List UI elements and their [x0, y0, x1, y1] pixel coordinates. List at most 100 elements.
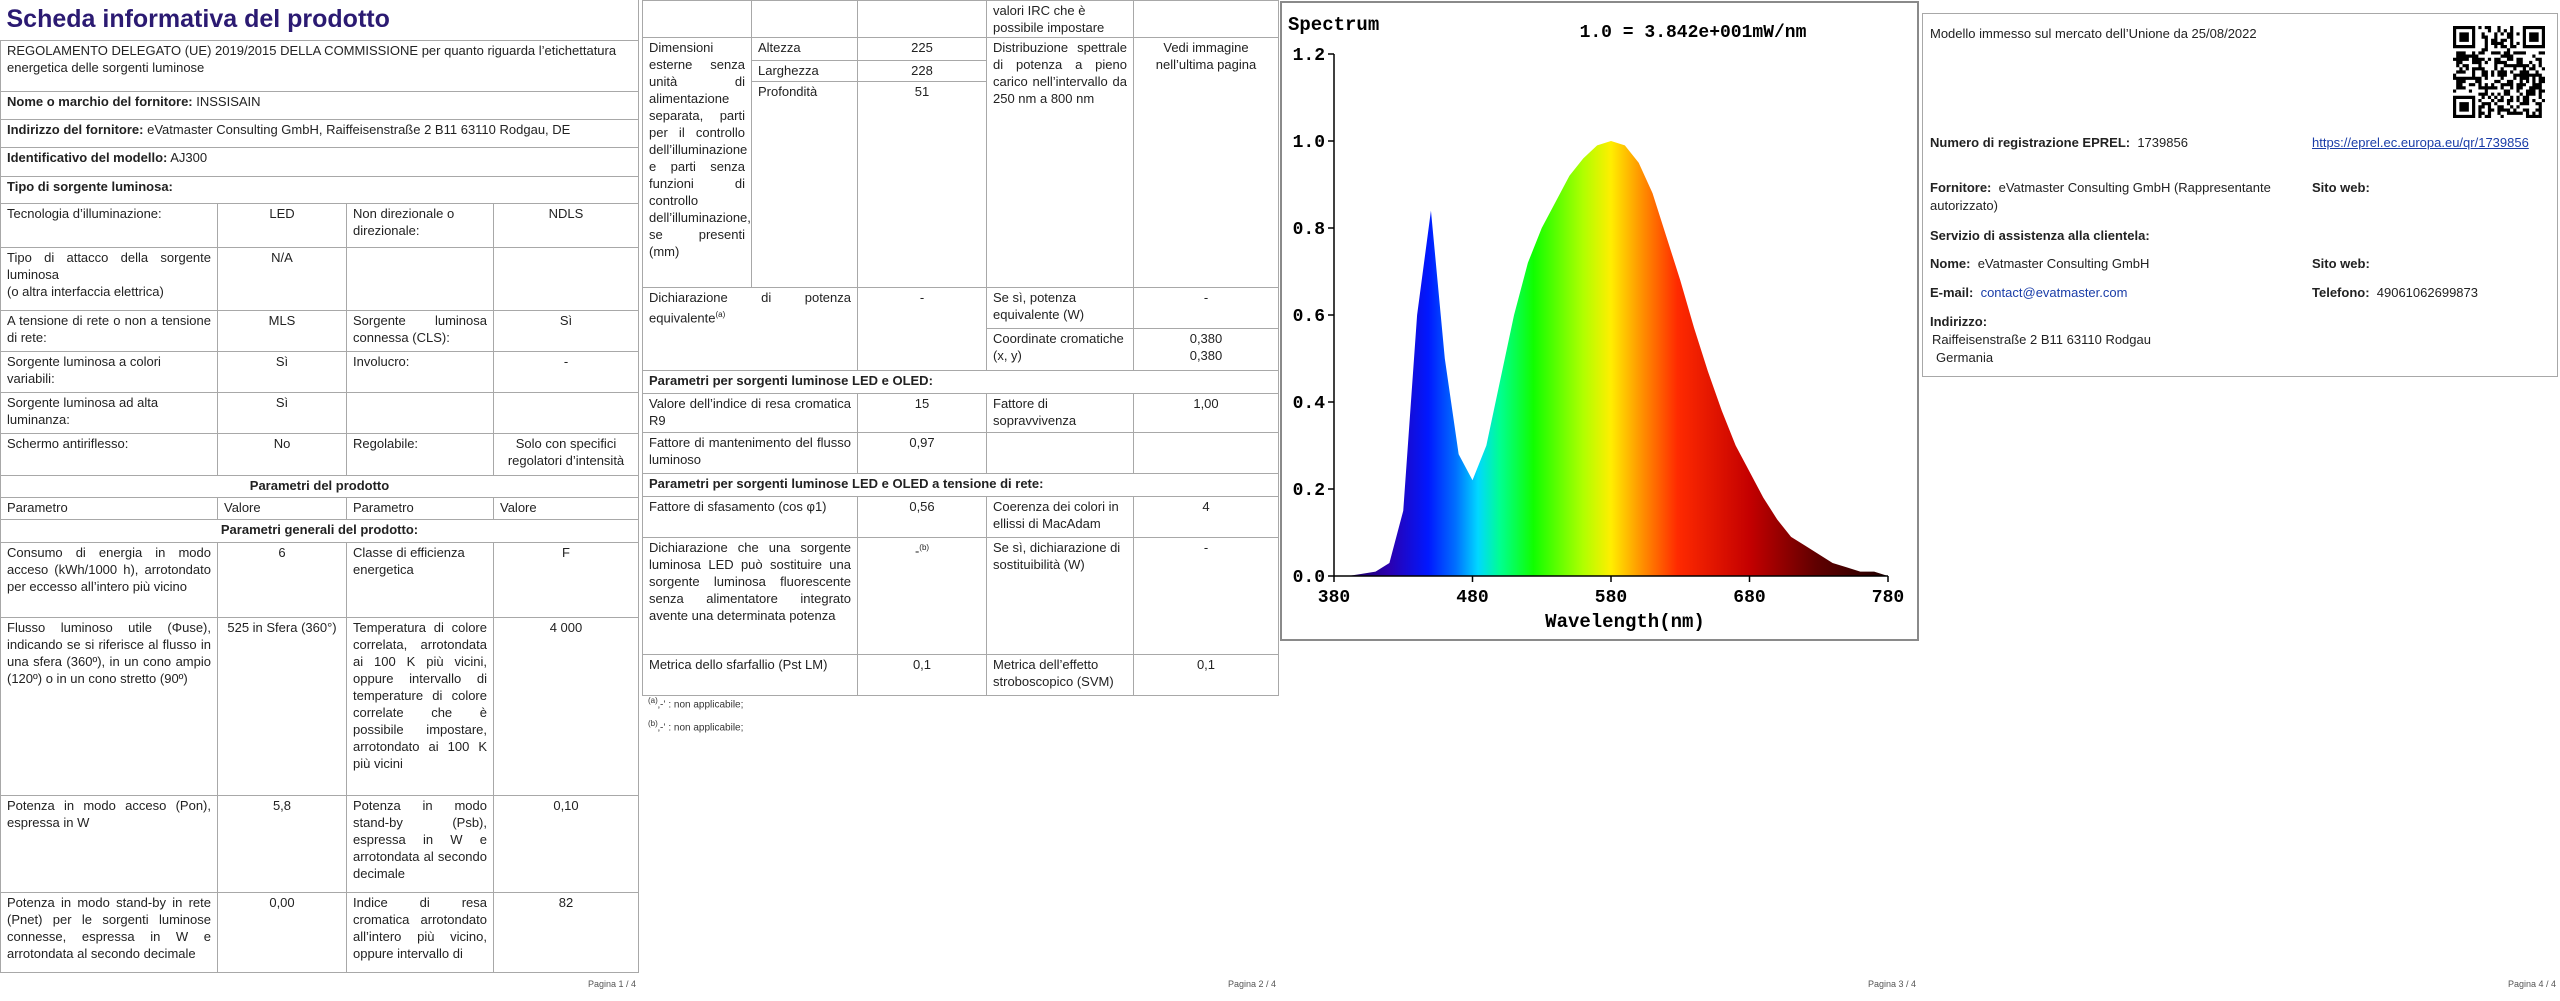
cell: Tipo di attacco della sorgente luminosa …	[0, 246, 218, 311]
field: Identificativo del modello: AJ300	[0, 146, 639, 177]
page: Spectrum 1.0 = 3.842e+001mW/nm Wavelengt…	[1280, 0, 1920, 1001]
y-tick-label: 0.6	[1293, 307, 1325, 327]
cell	[1133, 0, 1279, 38]
label: E-mail:	[1930, 285, 1974, 300]
value: 1739856	[2137, 135, 2188, 150]
page-body: valori IRC che è possibile impostare Dim…	[640, 0, 1280, 975]
cell: Distribuzione spettrale di potenza a pie…	[986, 37, 1134, 288]
value: eVatmaster Consulting GmbH (Rappresentan…	[1930, 180, 2271, 213]
cell: -	[493, 350, 639, 393]
cell	[346, 391, 494, 434]
cell: Involucro:	[346, 350, 494, 393]
cell	[857, 0, 987, 38]
cell: 15	[857, 393, 987, 433]
label: Indirizzo del fornitore:	[7, 121, 144, 137]
y-tick-label: 1.2	[1293, 46, 1325, 66]
value: INSSISAIN	[196, 93, 261, 109]
value: eVatmaster Consulting GmbH, Raiffeisenst…	[147, 121, 571, 137]
x-tick-label: 780	[1872, 588, 1904, 608]
cell: F	[493, 541, 639, 618]
column-header: Parametro	[346, 496, 494, 520]
page-number: Pagina 1 / 4	[588, 979, 637, 989]
cell: Altezza	[751, 37, 858, 61]
column-header: Valore	[493, 496, 639, 520]
section-heading: Parametri del prodotto	[0, 474, 639, 498]
regulation: REGOLAMENTO DELEGATO (UE) 2019/2015 DELL…	[0, 39, 639, 92]
chart-title: Spectrum	[1288, 14, 1379, 36]
cell: 0,00	[217, 891, 347, 973]
cell: Solo con specifici regolatori d’intensit…	[493, 432, 639, 476]
cell: 0,10	[493, 794, 639, 893]
value: -	[914, 543, 920, 559]
footnote: (b)‚-‛ : non applicabile;	[648, 719, 743, 733]
cell: -(b)	[857, 537, 987, 655]
cell: Sì	[493, 309, 639, 352]
cell: MLS	[217, 309, 347, 352]
cell: Coerenza dei colori in ellissi di MacAda…	[986, 496, 1134, 538]
cell: Fattore di sopravvivenza	[986, 393, 1134, 433]
market-date: Modello immesso sul mercato dell’Unione …	[1930, 26, 2257, 41]
cell: -	[857, 287, 987, 371]
cell: Non direzionale o direzionale:	[346, 202, 494, 248]
cell	[1133, 432, 1279, 474]
y-tick-label: 0.2	[1293, 481, 1325, 501]
product-table: valori IRC che è possibile impostare Dim…	[642, 0, 1279, 696]
page-body: Scheda informativa del prodotto REGOLAME…	[0, 0, 640, 975]
footnote: (a)‚-‛ : non applicabile;	[648, 696, 743, 710]
cell: Se sì, potenza equivalente (W)	[986, 287, 1134, 329]
label: Telefono:	[2312, 285, 2370, 300]
cell: 0,1	[1133, 654, 1279, 696]
cell: Fattore di mantenimento del flusso lumin…	[642, 432, 858, 474]
eprel-link[interactable]: https://eprel.ec.europa.eu/qr/1739856	[2312, 135, 2529, 150]
label: Nome:	[1930, 256, 1971, 271]
page: Scheda informativa del prodotto REGOLAME…	[0, 0, 640, 1001]
cell: Vedi immagine nell’ultima pagina	[1133, 37, 1279, 288]
x-tick-label: 580	[1595, 588, 1627, 608]
cell: -	[1133, 287, 1279, 329]
field: Fornitore: eVatmaster Consulting GmbH (R…	[1930, 179, 2305, 215]
cell: Sì	[217, 391, 347, 434]
cell: Classe di efficienza energetica	[346, 541, 494, 618]
label: Dichiarazione di potenza equivalente	[649, 290, 851, 326]
qr-modules	[2453, 26, 2545, 118]
label: Indirizzo:	[1930, 314, 1988, 329]
cell: Coordinate cromatiche (x, y)	[986, 328, 1134, 371]
footnote-mark: (b)	[919, 543, 930, 552]
page: valori IRC che è possibile impostare Dim…	[640, 0, 1280, 1001]
cell: 0,56	[857, 496, 987, 538]
cell: Sorgente luminosa connessa (CLS):	[346, 309, 494, 352]
cell: Potenza in modo acceso (Pon), espressa i…	[0, 794, 218, 893]
field: Nome: eVatmaster Consulting GmbH	[1930, 255, 2149, 273]
footnote-text: ‚-‛ : non applicabile;	[657, 722, 744, 734]
cell: 0,97	[857, 432, 987, 474]
cell: 525 in Sfera (360°)	[217, 616, 347, 796]
product-table: Scheda informativa del prodotto REGOLAME…	[0, 0, 639, 973]
cell: Larghezza	[751, 60, 858, 82]
value: 49061062699873	[2376, 285, 2478, 300]
cell: Sorgente luminosa a colori variabili:	[0, 350, 218, 393]
cell	[493, 391, 639, 434]
cell: Potenza in modo stand-by in rete (Pnet) …	[0, 891, 218, 973]
field: E-mail: contact@evatmaster.com	[1930, 284, 2127, 302]
cell	[986, 432, 1134, 474]
cell: 82	[493, 891, 639, 973]
qr-code	[2453, 26, 2545, 118]
label: Sito web:	[2312, 256, 2370, 271]
y-tick-label: 0.0	[1293, 568, 1325, 588]
cell: N/A	[217, 246, 347, 311]
cell: Dichiarazione di potenza equivalente(a)	[642, 287, 858, 371]
value: eVatmaster Consulting GmbH	[1977, 256, 2150, 271]
x-axis-label: Wavelength(nm)	[1545, 611, 1705, 633]
cell	[751, 0, 858, 38]
info-box	[1922, 13, 2558, 377]
field: Indirizzo del fornitore: eVatmaster Cons…	[0, 118, 639, 148]
cell: 0,1	[857, 654, 987, 696]
cell	[642, 0, 752, 38]
cell: 5,8	[217, 794, 347, 893]
cell: Potenza in modo stand-by (Psb), espressa…	[346, 794, 494, 893]
cell: A tensione di rete o non a tensione di r…	[0, 309, 218, 352]
label: Fornitore:	[1930, 180, 1992, 195]
cell: 4	[1133, 496, 1279, 538]
email-link[interactable]: contact@evatmaster.com	[1980, 285, 2128, 300]
